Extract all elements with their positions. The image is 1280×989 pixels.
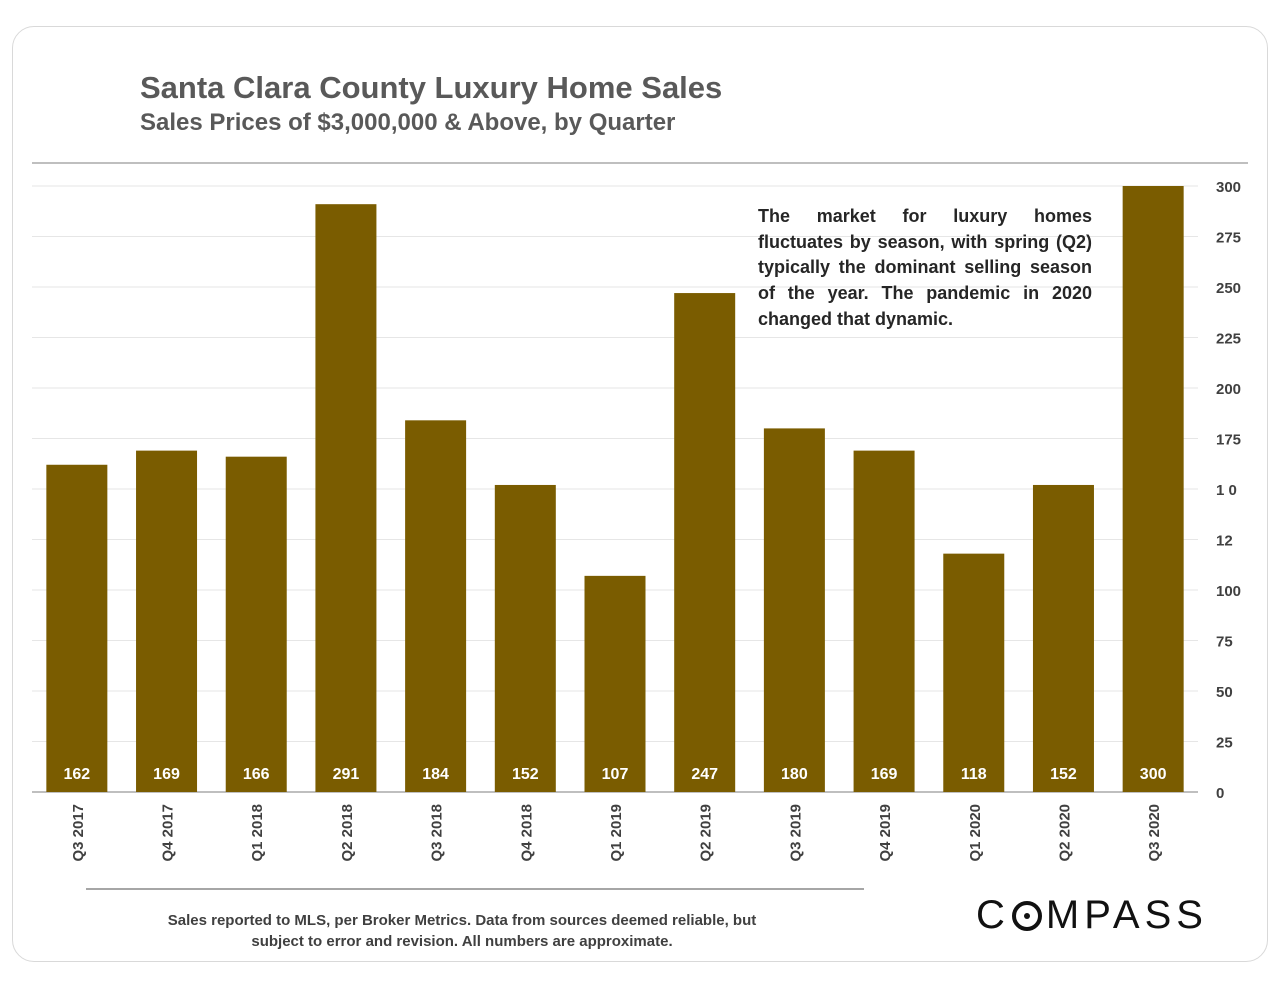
bar-value-label: 162 <box>63 766 90 783</box>
x-tick-label: Q3 2017 <box>70 804 87 862</box>
x-tick-label: Q3 2020 <box>1146 804 1163 862</box>
x-tick-label: Q1 2018 <box>249 804 266 862</box>
bar-value-label: 152 <box>512 766 539 783</box>
logo-text-prefix: C <box>976 893 1010 937</box>
bar-value-label: 169 <box>871 766 898 783</box>
bar-value-label: 107 <box>602 766 629 783</box>
x-tick-label: Q4 2017 <box>160 804 177 862</box>
y-tick-label: 50 <box>1216 684 1233 701</box>
y-tick-label: 75 <box>1216 634 1233 651</box>
bar <box>494 484 556 792</box>
x-tick-label: Q1 2020 <box>967 804 984 862</box>
y-tick-label: 1 0 <box>1216 482 1237 499</box>
footnote-line-2: subject to error and revision. All numbe… <box>251 933 673 950</box>
bar <box>405 420 467 792</box>
bar <box>763 428 825 792</box>
bar-value-label: 300 <box>1140 766 1167 783</box>
y-tick-label: 175 <box>1216 432 1241 449</box>
x-tick-label: Q4 2018 <box>518 804 535 862</box>
x-tick-label: Q2 2018 <box>339 804 356 862</box>
x-tick-label: Q2 2019 <box>698 804 715 862</box>
logo-o-mark <box>1011 901 1042 931</box>
bar-value-label: 291 <box>333 766 360 783</box>
bar-value-label: 169 <box>153 766 180 783</box>
bar <box>46 464 108 792</box>
bar-value-label: 184 <box>422 766 449 783</box>
chart-annotation: The market for luxury homes fluctuates b… <box>758 206 1092 329</box>
y-tick-label: 100 <box>1216 583 1241 600</box>
y-tick-label: 300 <box>1216 179 1241 196</box>
logo-text-suffix: MPASS <box>1045 893 1208 937</box>
x-tick-label: Q3 2018 <box>429 804 446 862</box>
y-tick-label: 25 <box>1216 735 1233 752</box>
bar <box>853 450 915 792</box>
bar <box>1122 186 1184 792</box>
chart-subtitle: Sales Prices of $3,000,000 & Above, by Q… <box>140 109 676 136</box>
bar-value-label: 247 <box>691 766 718 783</box>
x-tick-label: Q2 2020 <box>1056 804 1073 862</box>
footnote-line-1: Sales reported to MLS, per Broker Metric… <box>167 912 757 929</box>
footer-divider <box>86 888 864 890</box>
bar <box>1032 484 1094 792</box>
x-tick-label: Q3 2019 <box>787 804 804 862</box>
bar-value-label: 118 <box>961 766 987 783</box>
x-tick-label: Q1 2019 <box>608 804 625 862</box>
bar-value-label: 166 <box>243 766 270 783</box>
bar <box>584 575 646 792</box>
footnote: Sales reported to MLS, per Broker Metric… <box>130 910 794 952</box>
compass-logo: C MPASS <box>976 893 1208 938</box>
y-tick-label: 0 <box>1216 785 1224 802</box>
bar <box>674 293 736 792</box>
y-tick-label: 200 <box>1216 381 1241 398</box>
x-tick-label: Q4 2019 <box>877 804 894 862</box>
bar-value-label: 180 <box>781 766 808 783</box>
chart-title: Santa Clara County Luxury Home Sales <box>140 70 723 105</box>
header-divider <box>32 162 1248 164</box>
bar-value-label: 152 <box>1050 766 1077 783</box>
y-tick-label: 275 <box>1216 230 1241 247</box>
y-tick-label: 250 <box>1216 280 1241 297</box>
bar <box>225 456 287 792</box>
bar <box>136 450 198 792</box>
y-tick-label: 225 <box>1216 331 1241 348</box>
y-tick-label: 12 <box>1216 533 1233 550</box>
bar <box>315 204 377 792</box>
bar <box>943 553 1005 792</box>
